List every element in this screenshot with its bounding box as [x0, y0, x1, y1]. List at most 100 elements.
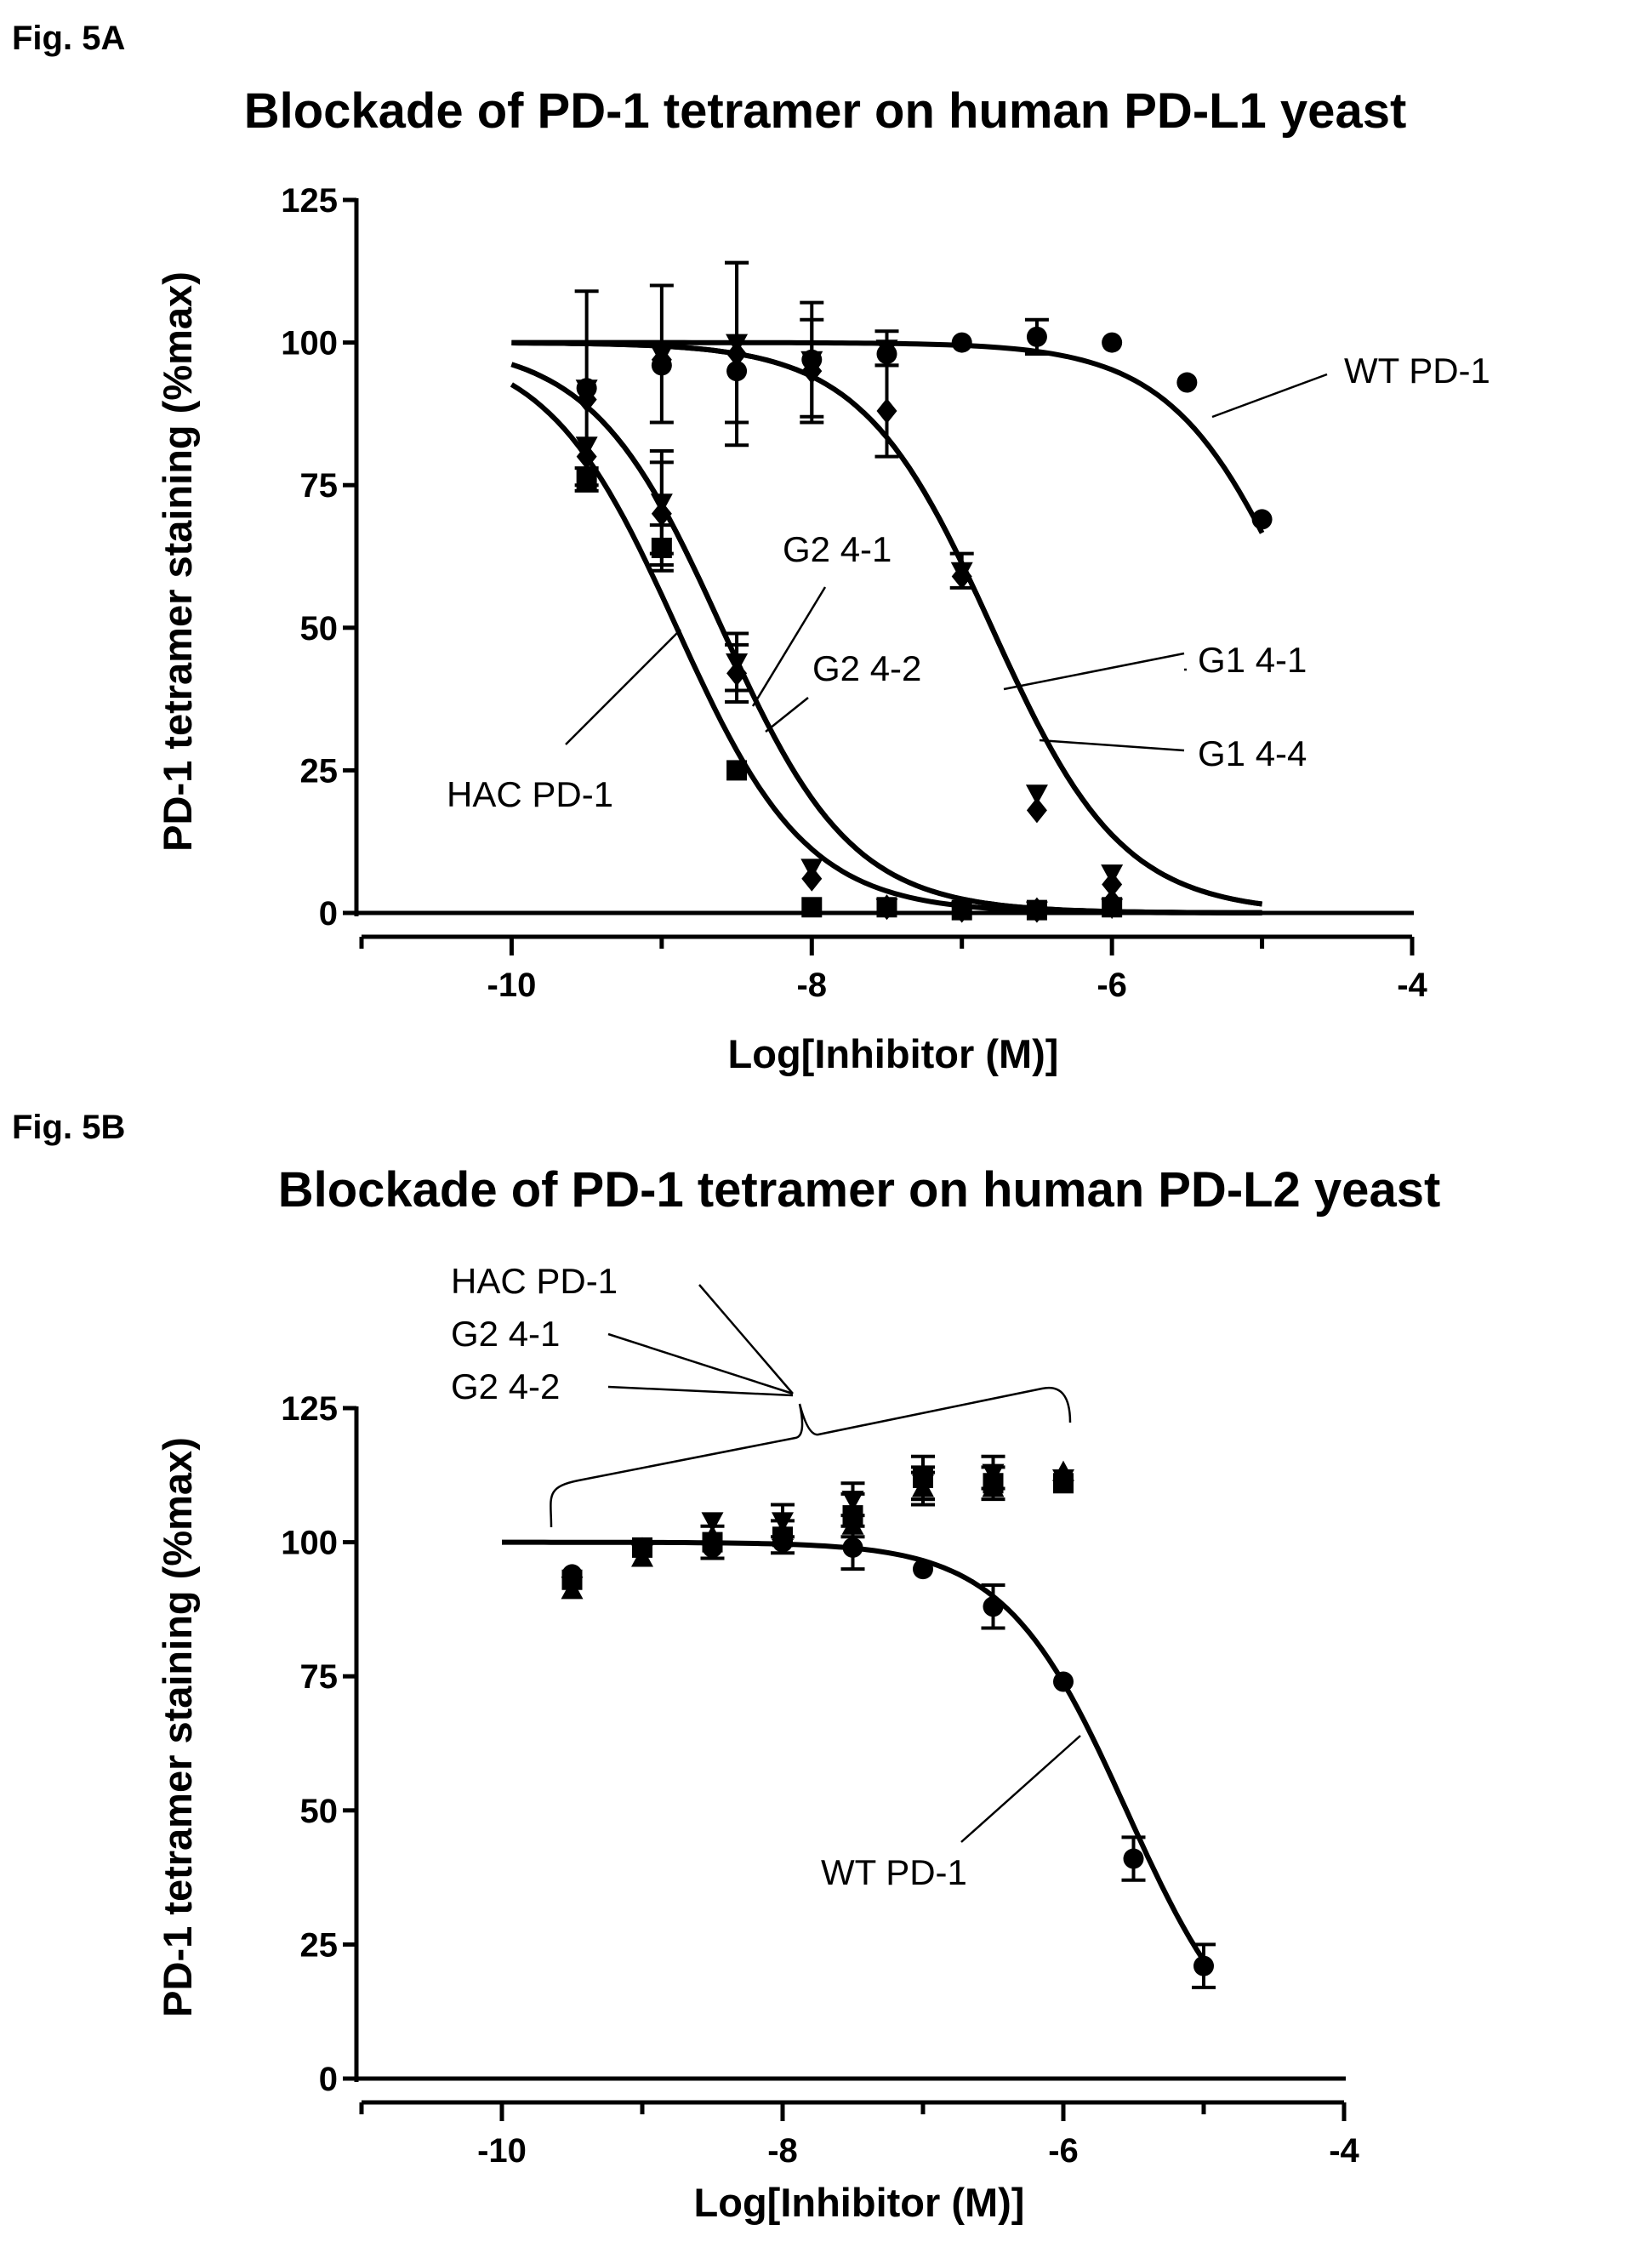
y-tick-label-b-5: 125	[281, 1390, 338, 1428]
point-b-g2-4-1-4	[841, 1491, 864, 1512]
x-tick-label-a-0: -10	[487, 967, 537, 1004]
annotation-hac-pd1-a: HAC PD-1	[447, 774, 613, 814]
chart-title-a: Blockade of PD-1 tetramer on human PD-L1…	[244, 83, 1407, 139]
annotation-wt-pd1-b: WT PD-1	[821, 1852, 967, 1892]
y-tick-label-b-3: 75	[300, 1658, 339, 1696]
annotation-g1-41-a: G1 4-1	[1198, 640, 1307, 680]
annotation-leader-wt-a	[1211, 373, 1328, 419]
x-axis-label-a: Log[Inhibitor (M)]	[728, 1031, 1059, 1076]
point-b-wt-pd-1-8	[1123, 1848, 1144, 1869]
point-b-g2-4-2-0	[561, 1578, 584, 1600]
point-b-wt-pd-1-5	[913, 1559, 933, 1580]
y-axis-label-b: PD-1 tetramer staining (%max)	[155, 1437, 200, 2017]
y-tick-label-b-0: 0	[319, 2061, 338, 2098]
point-a-g1-4-4-2	[726, 341, 748, 368]
point-b-g2-4-1-2	[701, 1512, 724, 1533]
point-a-g1-4-4-3	[801, 358, 823, 385]
chart-title-b: Blockade of PD-1 tetramer on human PD-L2…	[278, 1162, 1441, 1218]
plot-area-b: 0 25 50 75 100 125 -10 -8 -6 -4	[281, 1390, 1359, 2170]
fit-curve-b-wt-pd-1	[502, 1539, 1206, 1963]
point-b-g2-4-2-7	[1052, 1460, 1074, 1481]
point-a-g1-4-1-4	[875, 339, 898, 361]
annotation-hac-pd1-b: HAC PD-1	[451, 1261, 618, 1301]
point-a-hac-pd-1-7	[1102, 897, 1123, 918]
x-axis-label-b: Log[Inhibitor (M)]	[694, 2180, 1025, 2225]
y-tick-label-b-2: 50	[300, 1793, 339, 1830]
annotation-leader-g241-b	[607, 1332, 794, 1395]
point-a-g1-4-1-6	[1025, 784, 1048, 806]
point-b-g2-4-2-1	[631, 1546, 653, 1567]
annotation-g2-42-a: G2 4-2	[812, 648, 921, 688]
annotation-g2-41-b: G2 4-1	[451, 1314, 560, 1354]
point-a-g1-4-4-7	[1102, 871, 1123, 898]
annotations-a	[565, 373, 1328, 752]
point-a-g2-4-2-3	[801, 865, 823, 892]
point-a-g1-4-4-0	[576, 386, 597, 413]
annotation-leader-g242-b	[607, 1385, 794, 1397]
annotation-g1-44-a: G1 4-4	[1198, 733, 1307, 773]
point-a-wt-pd-1-5	[951, 332, 972, 353]
annotation-leader-hac-b	[698, 1284, 794, 1395]
point-b-g2-4-2-3	[772, 1519, 794, 1540]
point-a-hac-pd-1-4	[876, 897, 897, 918]
point-a-hac-pd-1-5	[951, 899, 972, 921]
y-tick-label-a-1: 25	[300, 752, 339, 790]
point-b-wt-pd-1-6	[983, 1596, 1004, 1617]
x-tick-label-a-1: -8	[796, 967, 827, 1004]
point-b-wt-pd-1-9	[1193, 1955, 1214, 1976]
point-b-wt-pd-1-4	[842, 1537, 863, 1558]
point-b-g2-4-1-6	[982, 1463, 1005, 1485]
y-tick-label-a-2: 50	[300, 610, 339, 647]
x-tick-label-b-3: -4	[1329, 2132, 1359, 2170]
point-a-g1-4-4-6	[1026, 797, 1047, 824]
figure-label-b: Fig. 5B	[12, 1109, 125, 1146]
y-tick-label-b-4: 100	[281, 1525, 338, 1562]
x-tick-label-b-0: -10	[477, 2132, 527, 2170]
annotations-b	[550, 1284, 1081, 1843]
y-tick-label-a-4: 100	[281, 325, 338, 362]
point-b-g2-4-2-2	[701, 1525, 724, 1546]
point-a-wt-pd-1-6	[1026, 326, 1047, 347]
point-a-g2-4-2-0	[576, 443, 597, 470]
annotation-leader-g2-41-a	[751, 586, 827, 707]
x-tick-label-b-1: -8	[767, 2132, 798, 2170]
annotation-wt-pd1-a: WT PD-1	[1344, 351, 1490, 391]
annotation-g2-41-a: G2 4-1	[783, 529, 892, 569]
point-a-g1-4-4-4	[876, 398, 897, 425]
point-a-g2-4-2-2	[726, 660, 748, 687]
point-a-hac-pd-1-3	[801, 897, 823, 918]
annotation-leader-wt-b	[960, 1735, 1081, 1843]
y-tick-label-a-3: 75	[300, 467, 339, 505]
point-a-g1-4-4-1	[651, 346, 672, 373]
point-a-g2-4-2-1	[651, 500, 672, 527]
x-tick-label-b-2: -6	[1048, 2132, 1079, 2170]
annotation-leader-g2-42-a	[765, 697, 809, 733]
y-tick-label-a-5: 125	[281, 182, 338, 220]
point-a-hac-pd-1-6	[1026, 899, 1047, 921]
point-a-hac-pd-1-1	[651, 537, 672, 558]
y-tick-label-b-1: 25	[300, 1926, 339, 1964]
point-a-hac-pd-1-0	[576, 469, 597, 490]
point-a-hac-pd-1-2	[726, 760, 748, 781]
annotation-g2-42-b: G2 4-2	[451, 1366, 560, 1406]
point-b-wt-pd-1-7	[1053, 1671, 1074, 1692]
annotation-bracket-b	[550, 1386, 1072, 1528]
figure-label-a: Fig. 5A	[12, 20, 125, 57]
y-axis-label-a: PD-1 tetramer staining (%max)	[155, 271, 200, 852]
point-a-g1-4-4-5	[951, 563, 972, 590]
plot-area-a: 0 25 50 75 100 125 -10 -8 -6 -4	[281, 182, 1427, 1004]
point-b-g2-4-2-5	[912, 1476, 934, 1497]
point-a-wt-pd-1-9	[1251, 509, 1273, 530]
point-a-wt-pd-1-7	[1102, 332, 1123, 353]
point-a-wt-pd-1-8	[1176, 372, 1198, 393]
x-tick-label-a-3: -4	[1397, 967, 1427, 1004]
point-b-g2-4-2-4	[841, 1514, 864, 1535]
annotation-leader-g141b-a	[1003, 652, 1185, 691]
annotation-leader-g144-a	[1039, 739, 1185, 752]
fit-curve-a-hac-pd-1	[510, 382, 1262, 915]
annotation-leader-hac-a	[565, 629, 681, 745]
point-b-g2-4-2-6	[982, 1476, 1005, 1497]
y-tick-label-a-0: 0	[319, 895, 338, 933]
x-tick-label-a-2: -6	[1097, 967, 1127, 1004]
